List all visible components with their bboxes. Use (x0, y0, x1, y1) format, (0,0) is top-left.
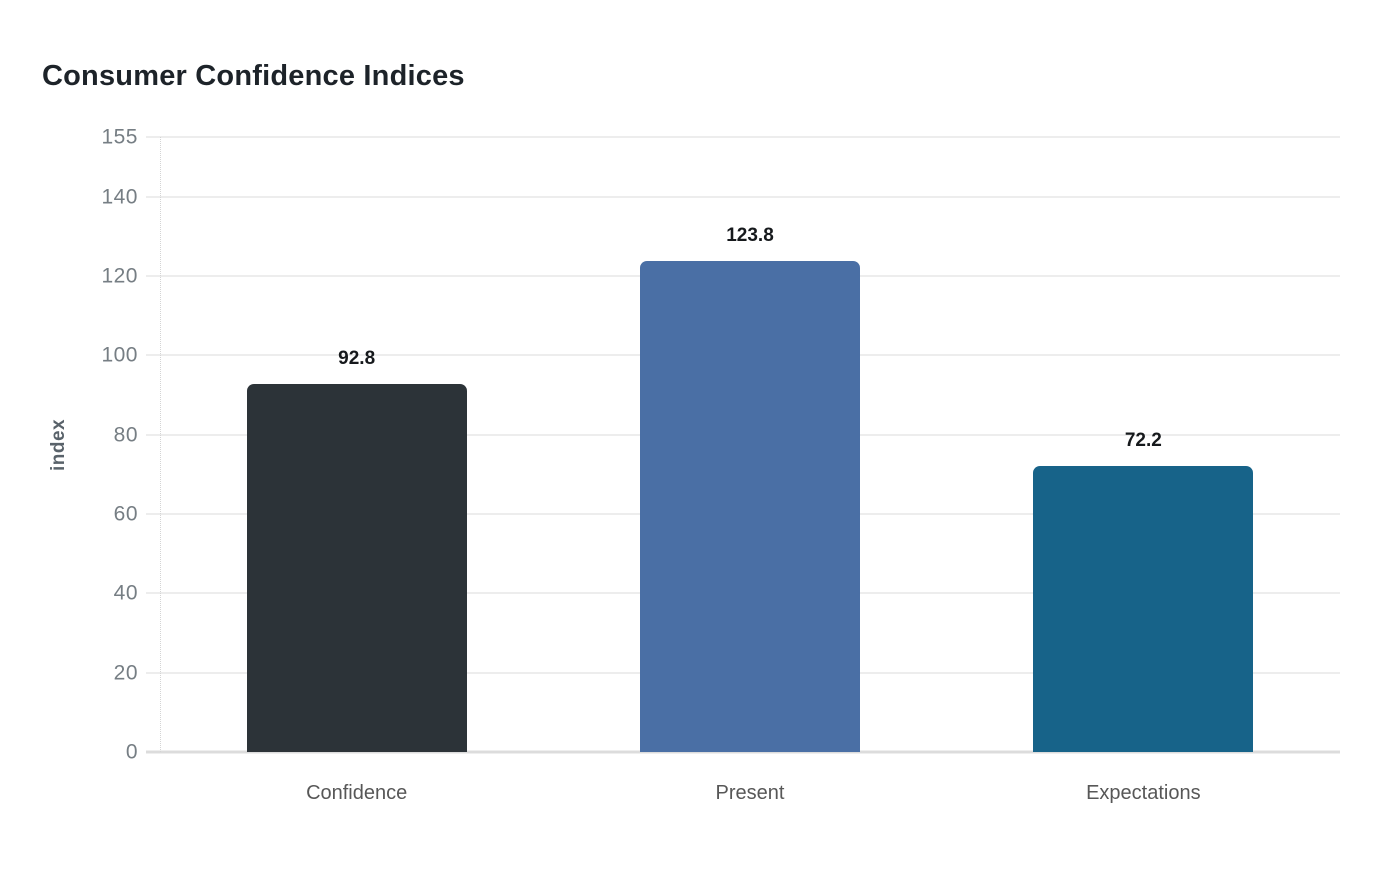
gridline (146, 136, 1340, 138)
bar-present (639, 260, 860, 752)
y-tick-label: 20 (113, 661, 138, 685)
bar-group-present: 123.8 (553, 225, 946, 752)
y-axis-line (160, 137, 161, 752)
value-label-confidence: 92.8 (338, 347, 376, 369)
bar-group-expectations: 72.2 (947, 430, 1340, 752)
y-tick-label: 40 (113, 581, 138, 605)
y-tick-label: 0 (125, 740, 138, 764)
y-tick-label: 155 (101, 125, 138, 149)
y-tick-label: 80 (113, 423, 138, 447)
value-label-present: 123.8 (726, 224, 774, 246)
x-tick-label-expectations: Expectations (1086, 782, 1201, 804)
chart-title: Consumer Confidence Indices (42, 60, 465, 92)
y-tick-label: 100 (101, 343, 138, 367)
y-axis-tick-labels: 0 20 40 60 80 100 120 140 155 (0, 127, 138, 763)
x-tick-label-present: Present (715, 782, 785, 804)
gridline (146, 195, 1340, 198)
y-tick-label: 140 (101, 185, 138, 209)
y-tick-label: 120 (101, 264, 138, 288)
bar-expectations (1033, 465, 1254, 752)
bar-series: 92.8 123.8 72.2 (160, 137, 1340, 752)
bar-group-confidence: 92.8 (160, 348, 553, 752)
value-label-expectations: 72.2 (1124, 429, 1162, 451)
bar-confidence (246, 383, 467, 752)
x-axis-baseline (146, 750, 1340, 754)
x-axis-labels: Confidence Present Expectations (160, 782, 1340, 805)
plot-area: 92.8 123.8 72.2 (146, 136, 1340, 754)
y-tick-label: 60 (113, 502, 138, 526)
x-tick-label-confidence: Confidence (306, 782, 408, 804)
